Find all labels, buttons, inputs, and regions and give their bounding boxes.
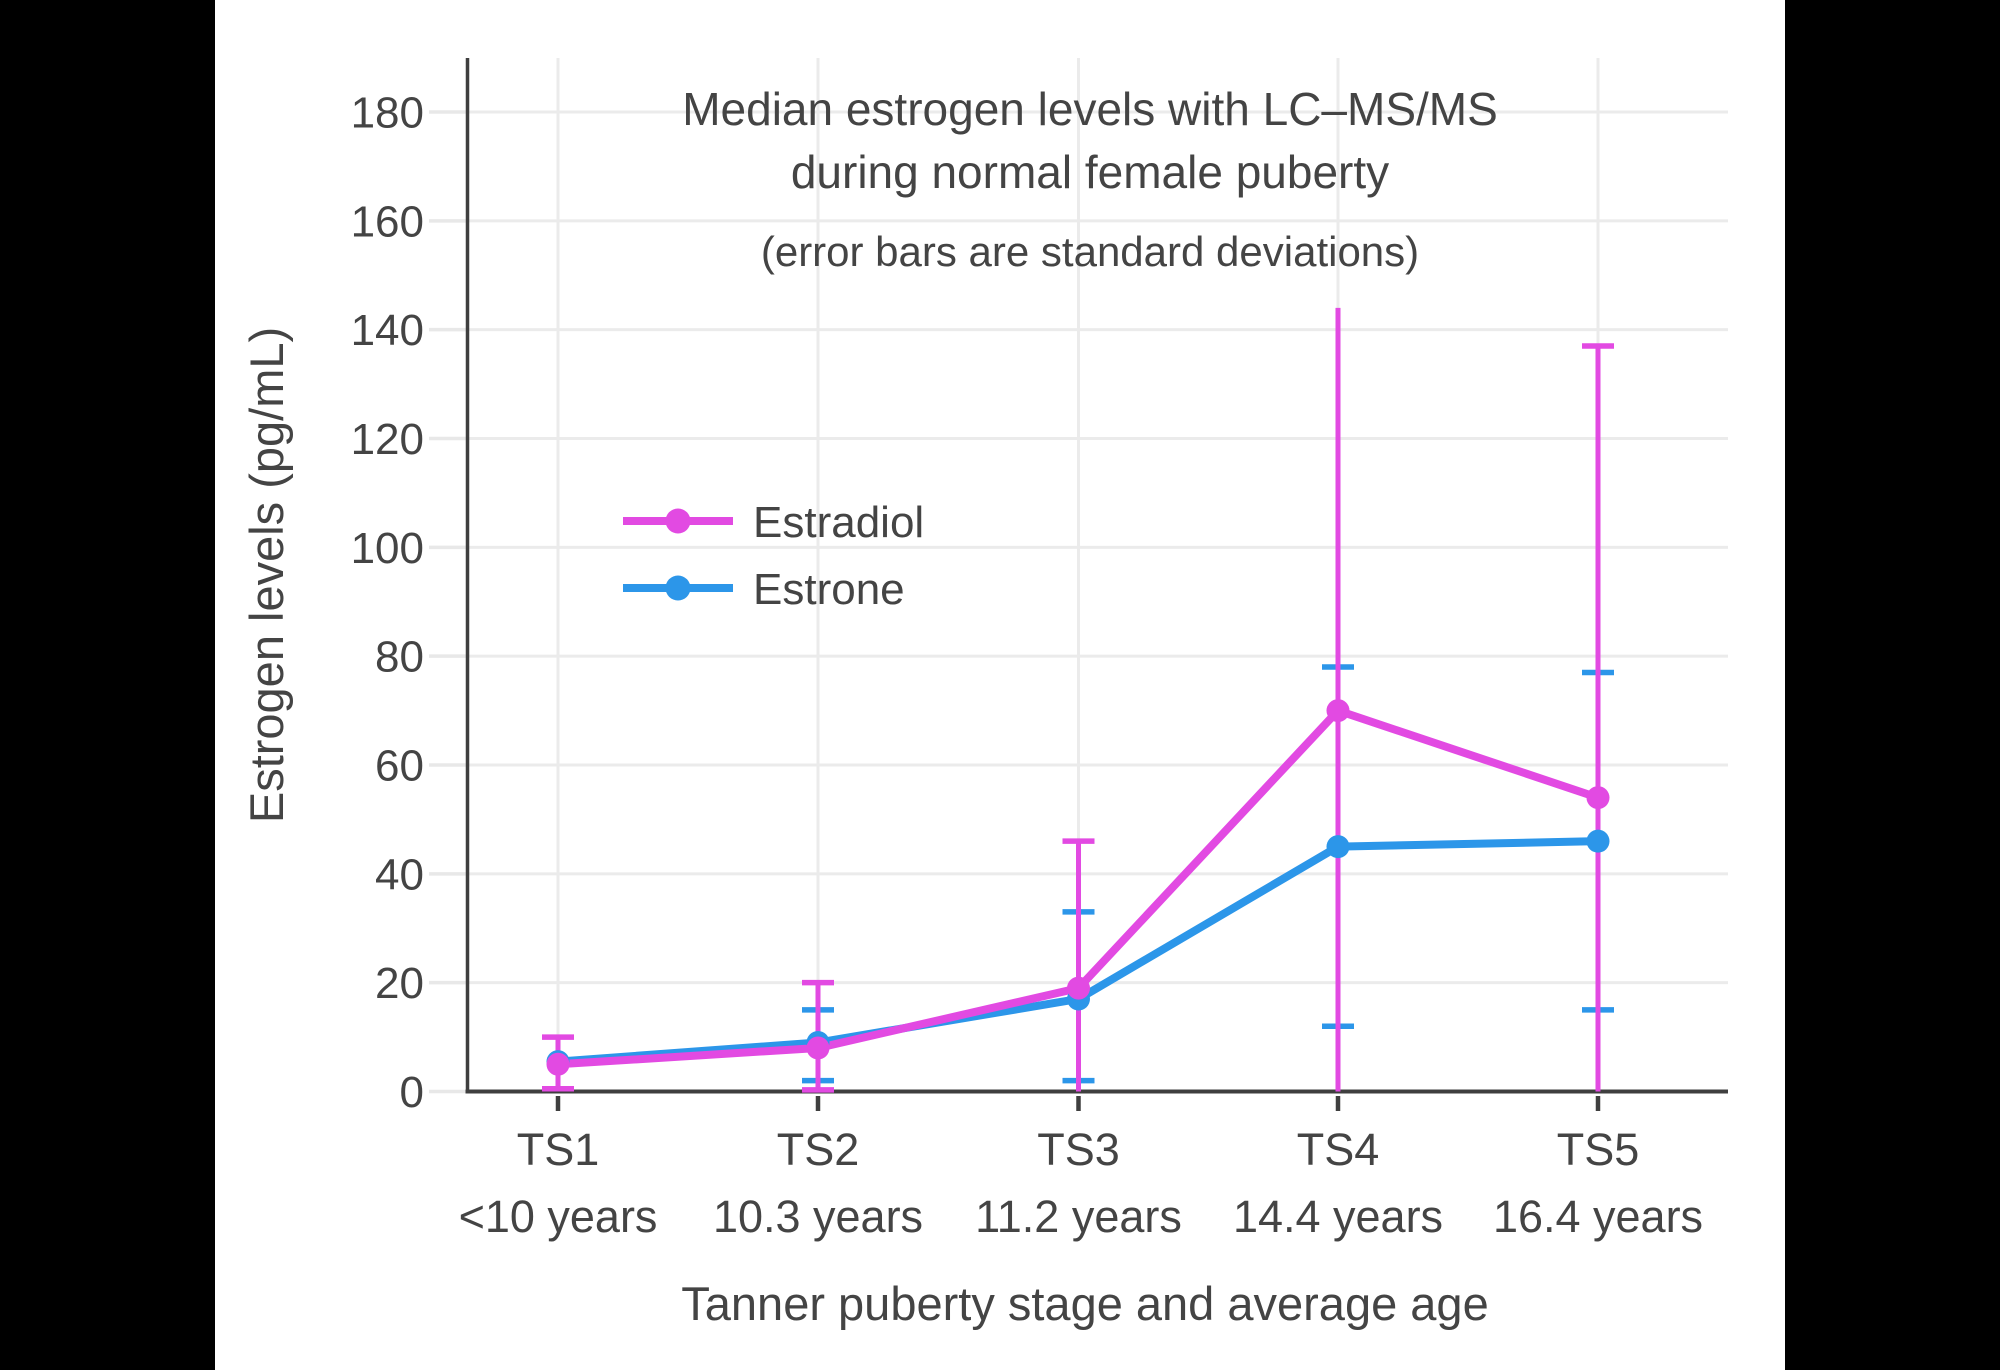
data-point: [1586, 786, 1610, 810]
category-label: TS5: [1557, 1124, 1640, 1175]
category-age-label: 16.4 years: [1493, 1191, 1703, 1242]
gridlines: [467, 58, 1728, 1092]
data-point: [546, 1052, 570, 1076]
y-tick-label: 160: [351, 197, 424, 246]
y-tick-label: 180: [351, 89, 424, 138]
data-point: [1067, 976, 1090, 1000]
legend-label-estrone: Estrone: [753, 565, 905, 614]
y-tick-label: 80: [375, 633, 424, 682]
series-markers: [546, 699, 1610, 1076]
legend-label-estradiol: Estradiol: [753, 498, 924, 547]
y-tick-label: 40: [375, 850, 424, 899]
data-point: [806, 1036, 830, 1060]
chart-titles: Median estrogen levels with LC–MS/MS dur…: [240, 83, 1498, 1330]
legend: Estradiol Estrone: [623, 498, 924, 614]
y-tick-label: 60: [375, 742, 424, 791]
x-axis-title: Tanner puberty stage and average age: [681, 1277, 1488, 1330]
legend-item-estradiol: Estradiol: [623, 498, 924, 547]
legend-item-estrone: Estrone: [623, 565, 905, 614]
legend-marker-estrone-icon: [665, 575, 691, 601]
tick-labels: 0 20 40 60 80 100 120 140 160 180 TS1 <10 years TS2 1…: [351, 89, 1703, 1243]
data-point: [1586, 829, 1610, 853]
y-tick-label: 140: [351, 306, 424, 355]
y-axis-title: Estrogen levels (pg/mL): [240, 327, 293, 823]
y-tick-label: 0: [400, 1068, 424, 1117]
y-tick-label: 100: [351, 524, 424, 573]
category-age-label: 14.4 years: [1233, 1191, 1443, 1242]
category-age-label: 10.3 years: [713, 1191, 923, 1242]
category-label: TS1: [517, 1124, 600, 1175]
data-point: [1326, 835, 1350, 859]
y-tick-label: 120: [351, 415, 424, 464]
series-markers-estradiol: [546, 699, 1610, 1076]
category-label: TS3: [1037, 1124, 1120, 1175]
category-age-label: 11.2 years: [975, 1191, 1182, 1242]
axes: [465, 58, 1728, 1094]
category-label: TS2: [777, 1124, 860, 1175]
chart-subtitle: (error bars are standard deviations): [761, 228, 1419, 275]
chart-title-line-2: during normal female puberty: [791, 146, 1389, 198]
figure-panel: [215, 0, 1785, 1370]
y-tick-label: 20: [375, 959, 424, 1008]
category-label: TS4: [1297, 1124, 1380, 1175]
legend-marker-estradiol-icon: [665, 508, 691, 534]
chart-title-line-1: Median estrogen levels with LC–MS/MS: [682, 83, 1498, 135]
category-age-label: <10 years: [459, 1191, 658, 1242]
data-point: [1326, 699, 1350, 723]
tick-marks: [429, 110, 1601, 1111]
